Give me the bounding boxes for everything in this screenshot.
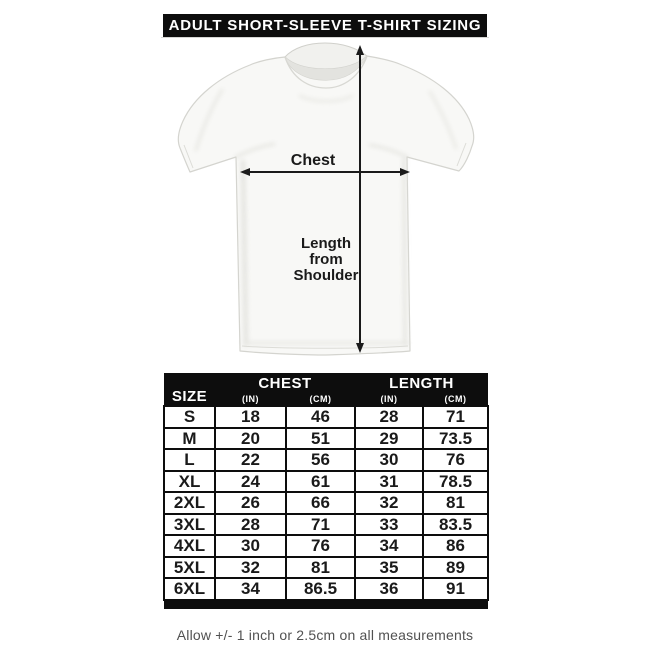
table-row: L 22 56 30 76 (163, 448, 490, 472)
chest-in-cell: 24 (214, 469, 287, 493)
chest-in-cell: 20 (214, 426, 287, 450)
chest-column-header: CHEST (215, 373, 355, 392)
table-row: 3XL 28 71 33 83.5 (163, 512, 490, 536)
length-cm-unit-header: (CM) (423, 392, 489, 406)
tshirt-shape (177, 42, 475, 356)
chest-measure-arrow (240, 168, 410, 176)
length-in-cell: 33 (354, 512, 424, 536)
table-row: 6XL 34 86.5 36 91 (163, 577, 490, 601)
page-title: ADULT SHORT-SLEEVE T-SHIRT SIZING (168, 17, 482, 34)
length-measure-arrow (356, 45, 364, 353)
length-label-line3: Shoulder (293, 267, 358, 284)
size-column-header: SIZE (164, 373, 215, 406)
length-cm-cell: 81 (421, 491, 490, 515)
chest-in-unit-header: (IN) (215, 392, 286, 406)
length-in-cell: 36 (354, 577, 424, 601)
table-row: 2XL 26 66 32 81 (163, 491, 490, 515)
chest-cm-cell: 86.5 (285, 577, 356, 601)
size-cell: 5XL (163, 555, 216, 579)
chest-cm-unit-header: (CM) (286, 392, 355, 406)
size-cell: S (163, 405, 216, 429)
table-row: XL 24 61 31 78.5 (163, 469, 490, 493)
length-in-cell: 28 (354, 405, 424, 429)
length-column-header: LENGTH (355, 373, 489, 392)
size-cell: L (163, 448, 216, 472)
chest-in-cell: 34 (214, 577, 287, 601)
chest-in-cell: 30 (214, 534, 287, 558)
tolerance-note: Allow +/- 1 inch or 2.5cm on all measure… (176, 627, 474, 643)
length-cm-cell: 91 (421, 577, 490, 601)
chest-cm-cell: 71 (285, 512, 356, 536)
length-cm-cell: 76 (421, 448, 490, 472)
length-in-cell: 35 (354, 555, 424, 579)
tshirt-illustration: Chest Length from Shoulder (177, 42, 475, 356)
length-cm-cell: 78.5 (421, 469, 490, 493)
length-cm-cell: 73.5 (421, 426, 490, 450)
length-cm-cell: 83.5 (421, 512, 490, 536)
chest-cm-cell: 61 (285, 469, 356, 493)
length-in-cell: 34 (354, 534, 424, 558)
sizing-table-footer (164, 599, 489, 609)
table-bottom-bar (164, 599, 489, 609)
chest-in-cell: 28 (214, 512, 287, 536)
size-cell: 4XL (163, 534, 216, 558)
chest-in-cell: 32 (214, 555, 287, 579)
chest-cm-cell: 66 (285, 491, 356, 515)
chest-label: Chest (291, 152, 336, 169)
length-cm-cell: 71 (421, 405, 490, 429)
table-row: M 20 51 29 73.5 (163, 426, 490, 450)
length-cm-cell: 89 (421, 555, 490, 579)
size-cell: XL (163, 469, 216, 493)
table-row: 4XL 30 76 34 86 (163, 534, 490, 558)
table-row: S 18 46 28 71 (163, 405, 490, 429)
size-cell: 2XL (163, 491, 216, 515)
length-in-cell: 32 (354, 491, 424, 515)
length-in-unit-header: (IN) (355, 392, 423, 406)
chest-cm-cell: 46 (285, 405, 356, 429)
chest-cm-cell: 76 (285, 534, 356, 558)
collar-opening (285, 56, 367, 80)
chest-in-cell: 22 (214, 448, 287, 472)
chest-cm-cell: 51 (285, 426, 356, 450)
length-label-line1: Length (301, 235, 351, 252)
size-cell: 3XL (163, 512, 216, 536)
chest-in-cell: 18 (214, 405, 287, 429)
size-cell: M (163, 426, 216, 450)
sizing-table-header: SIZE CHEST LENGTH (IN) (CM) (IN) (CM) (164, 373, 489, 406)
chest-in-cell: 26 (214, 491, 287, 515)
chest-cm-cell: 81 (285, 555, 356, 579)
size-cell: 6XL (163, 577, 216, 601)
title-bar-shadow (161, 37, 489, 38)
title-bar: ADULT SHORT-SLEEVE T-SHIRT SIZING (163, 14, 487, 37)
length-in-cell: 31 (354, 469, 424, 493)
table-row: 5XL 32 81 35 89 (163, 555, 490, 579)
sizing-table-body: S 18 46 28 71 M 20 51 29 73.5 L 22 56 30 76 XL 24 61 31 78.… (163, 405, 490, 601)
chest-cm-cell: 56 (285, 448, 356, 472)
length-in-cell: 30 (354, 448, 424, 472)
length-label-line2: from (309, 251, 342, 268)
length-cm-cell: 86 (421, 534, 490, 558)
length-in-cell: 29 (354, 426, 424, 450)
